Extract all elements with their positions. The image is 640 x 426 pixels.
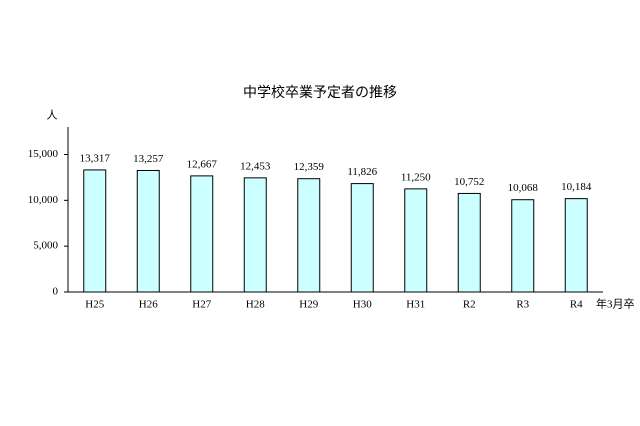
x-tick-label: H26 (139, 299, 158, 311)
value-label: 12,359 (294, 161, 325, 173)
bar (243, 177, 267, 293)
x-tick-label: R4 (570, 299, 583, 311)
y-tick-label: 10,000 (28, 194, 59, 206)
x-tick-label: H25 (85, 299, 104, 311)
x-tick-label: H28 (246, 299, 265, 311)
y-tick-label: 15,000 (28, 148, 59, 160)
x-tick-label: H27 (192, 299, 211, 311)
value-label: 10,184 (561, 181, 592, 193)
x-tick-label: H31 (406, 299, 425, 311)
value-label: 12,453 (240, 160, 271, 172)
x-tick-label: H29 (299, 299, 318, 311)
value-label: 13,257 (133, 153, 164, 165)
x-tick-label: H30 (353, 299, 372, 311)
x-tick-label: R3 (516, 299, 529, 311)
y-tick-label: 0 (53, 286, 59, 298)
x-axis-label: 年3月卒 (596, 297, 635, 311)
bar (457, 192, 481, 293)
bar (297, 178, 321, 293)
bar (136, 169, 160, 293)
value-label: 13,317 (80, 152, 111, 164)
y-tick-label: 5,000 (33, 240, 58, 252)
bar (511, 199, 535, 293)
y-axis-label: 人 (47, 109, 58, 122)
x-tick-label: R2 (463, 299, 476, 311)
bar (190, 175, 214, 293)
bar (564, 198, 588, 293)
bar (404, 188, 428, 293)
chart-title: 中学校卒業予定者の推移 (243, 84, 397, 101)
bar (350, 183, 374, 293)
value-label: 10,068 (508, 182, 539, 194)
value-label: 11,826 (347, 166, 377, 178)
value-label: 12,667 (187, 158, 218, 170)
bar (83, 169, 107, 293)
value-label: 10,752 (454, 176, 484, 188)
value-label: 11,250 (401, 171, 431, 183)
